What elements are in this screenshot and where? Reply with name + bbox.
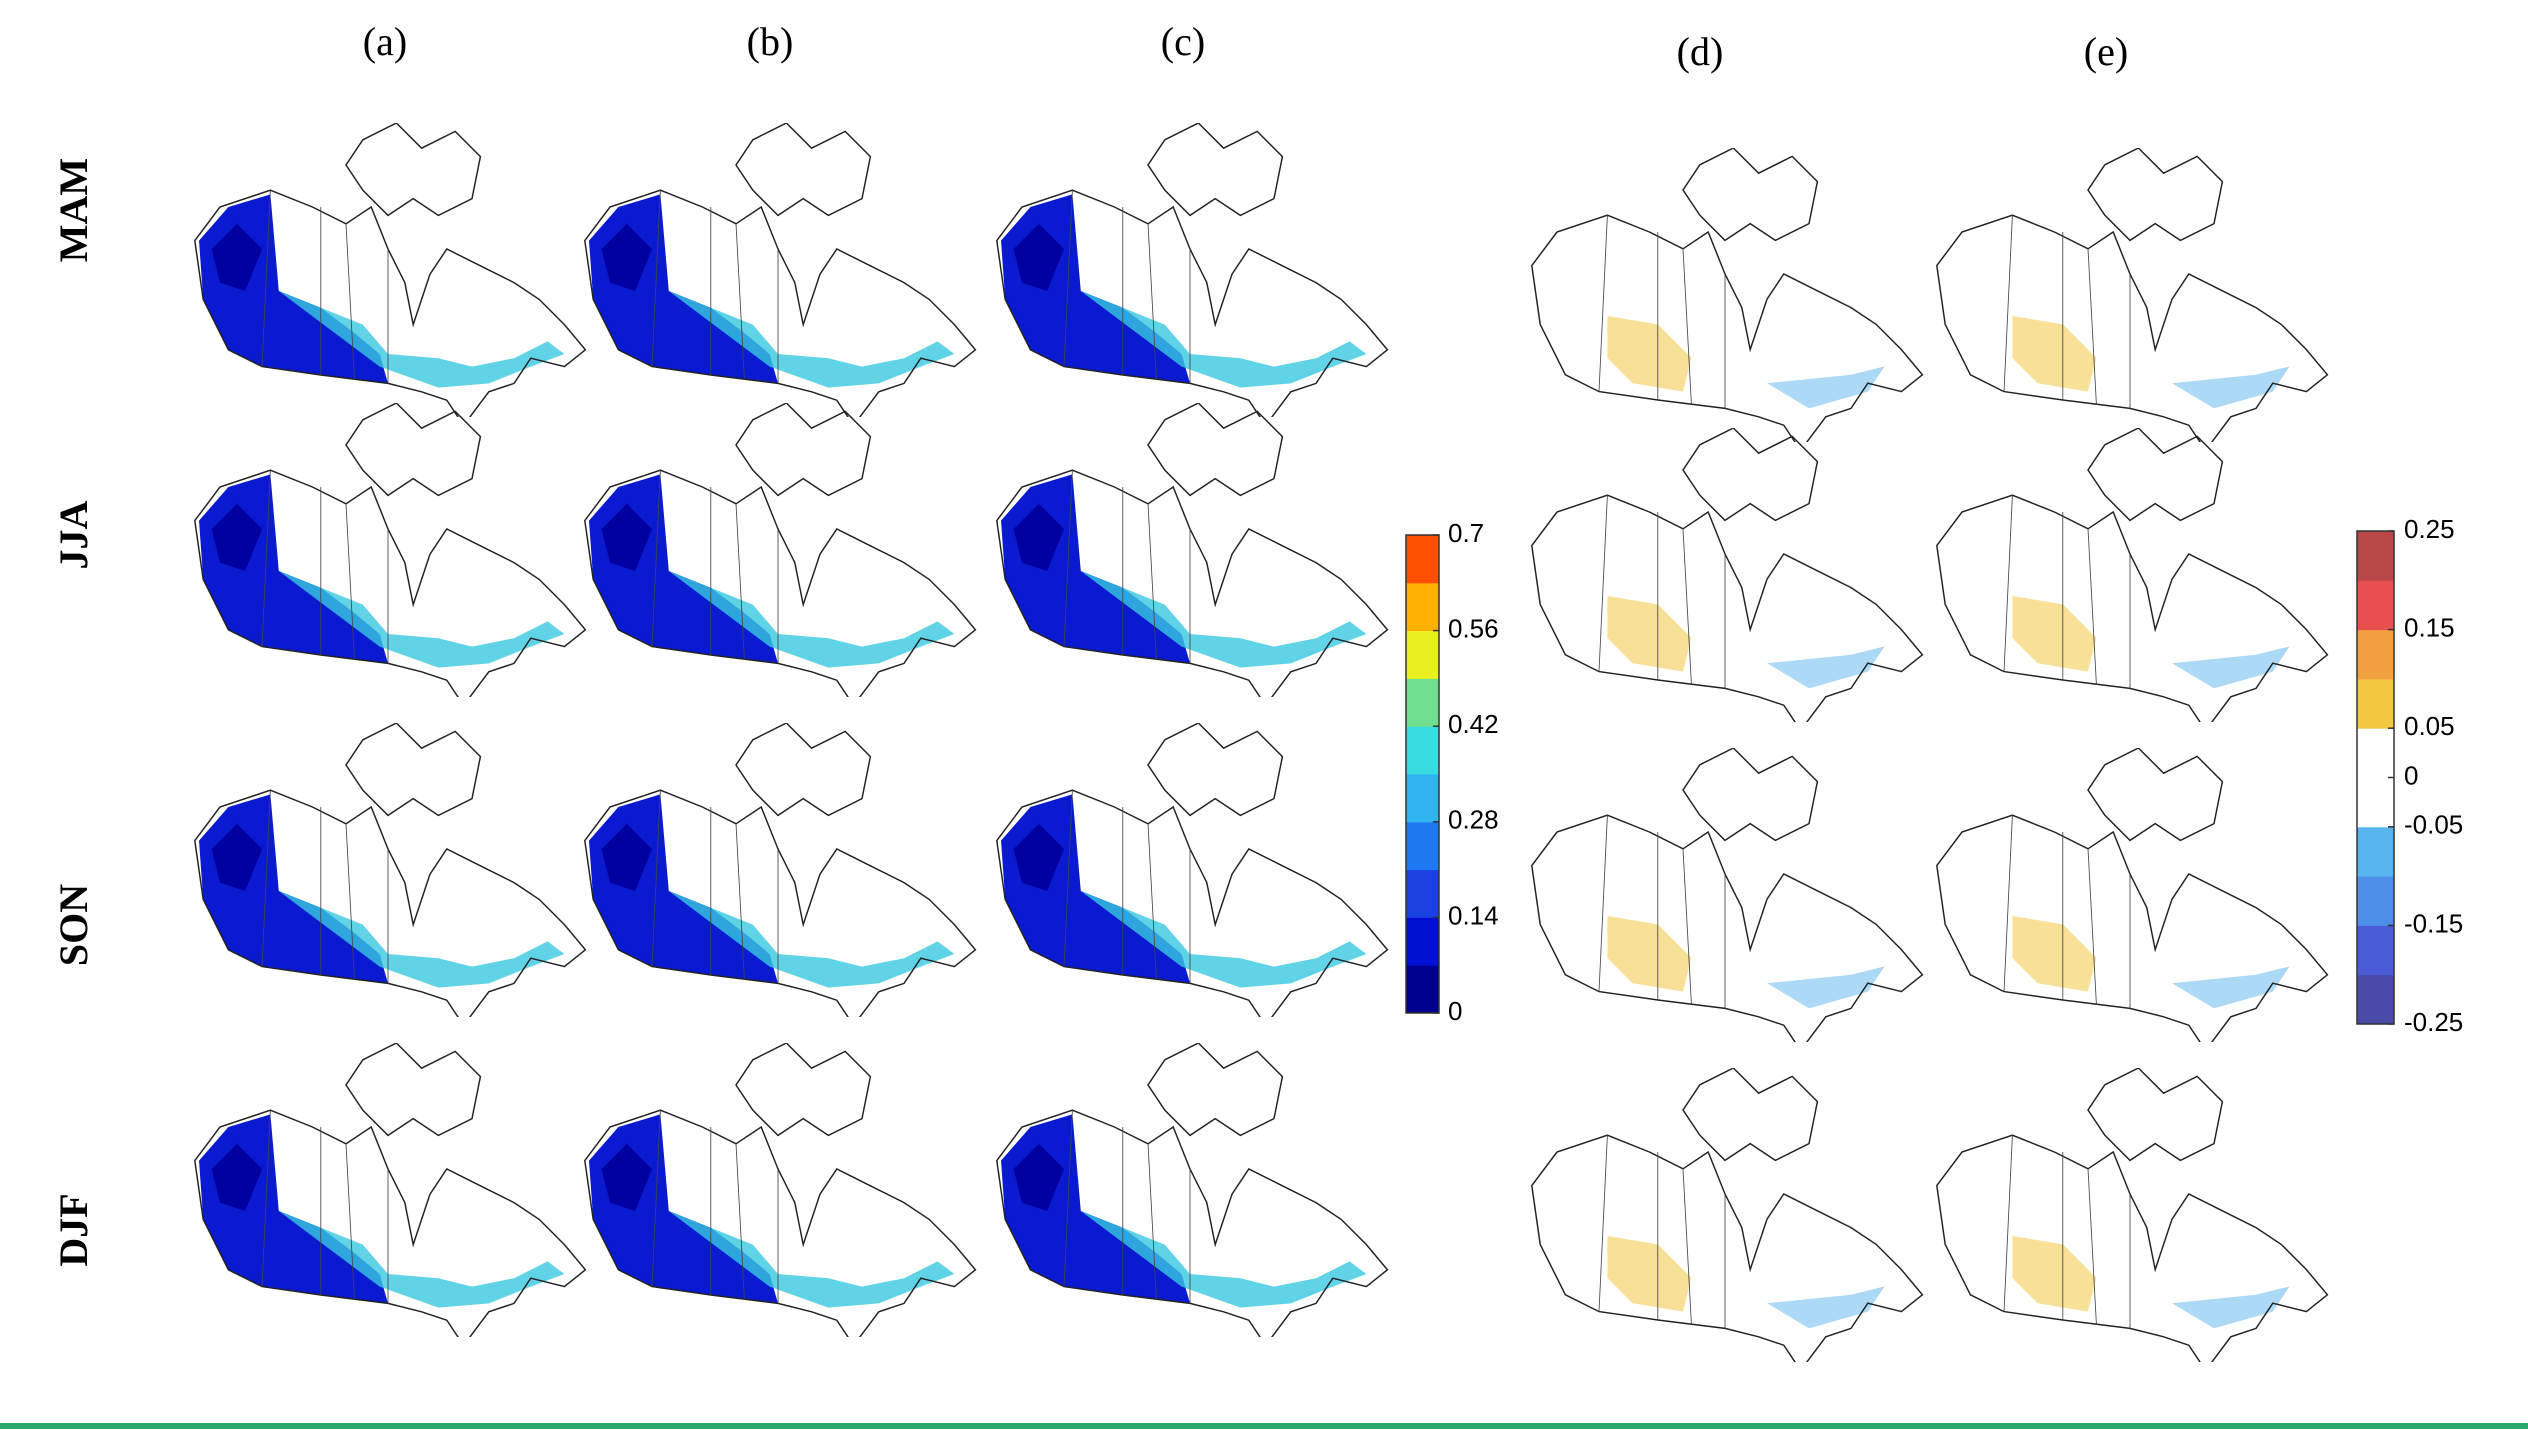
colorbar-segment xyxy=(2357,580,2394,631)
colorbar-segment xyxy=(1406,917,1439,966)
map-panel xyxy=(195,723,586,1025)
colorbar-segment xyxy=(1406,678,1439,727)
map-panel xyxy=(1532,1068,1923,1370)
colorbar-segment xyxy=(1406,965,1439,1014)
map-panel xyxy=(997,723,1388,1025)
colorbar-tick-label: 0.42 xyxy=(1448,709,1499,739)
colorbar-tick-label: 0 xyxy=(1448,996,1462,1026)
map-panel xyxy=(1937,1068,2328,1370)
colorbar-segment xyxy=(1406,821,1439,871)
colorbar-segment xyxy=(2357,777,2394,828)
colorbar-segment xyxy=(2357,629,2394,680)
colorbar-tick-label: 0.14 xyxy=(1448,900,1499,930)
colorbar-segment xyxy=(2357,728,2394,778)
colorbar-tick-label: -0.15 xyxy=(2404,908,2463,938)
colorbar-segment xyxy=(2357,826,2394,877)
column-label: (d) xyxy=(1677,29,1724,74)
colorbar-segment xyxy=(2357,531,2394,581)
map-panel xyxy=(1532,748,1923,1050)
colorbar-tick-label: 0.7 xyxy=(1448,518,1484,548)
colorbar-segment xyxy=(1406,535,1439,584)
map-panel xyxy=(585,1043,976,1345)
column-label: (b) xyxy=(747,19,794,64)
colorbar-segment xyxy=(2357,925,2394,976)
map-panel xyxy=(585,403,976,705)
colorbar-segment xyxy=(2357,678,2394,729)
map-panel xyxy=(1937,428,2328,730)
colorbar-tick-label: 0.15 xyxy=(2404,612,2455,642)
colorbar-segment xyxy=(1406,630,1439,679)
colorbar-segment xyxy=(2357,974,2394,1025)
row-label: SON xyxy=(51,884,96,966)
map-grid xyxy=(195,123,2328,1370)
map-panel xyxy=(585,723,976,1025)
colorbar-segment xyxy=(1406,726,1439,775)
colorbar-segment xyxy=(1406,582,1439,632)
colorbar-tick-label: 0.05 xyxy=(2404,711,2455,741)
colorbar-segment xyxy=(1406,774,1439,823)
column-label: (e) xyxy=(2084,29,2128,74)
column-label: (c) xyxy=(1161,19,1205,64)
map-panel xyxy=(1937,148,2328,450)
map-panel xyxy=(195,403,586,705)
row-label: MAM xyxy=(51,158,96,262)
colorbar-segment xyxy=(1406,869,1439,918)
colorbar-tick-label: 0.25 xyxy=(2404,514,2455,544)
row-label: JJA xyxy=(51,500,96,569)
row-label: DJF xyxy=(51,1193,96,1266)
colorbar-tick-label: 0.56 xyxy=(1448,613,1499,643)
map-panel xyxy=(195,123,586,425)
map-panel xyxy=(997,1043,1388,1345)
colorbar-segment xyxy=(2357,876,2394,926)
map-panel xyxy=(997,403,1388,705)
colorbar-frame xyxy=(1405,534,1440,1014)
map-panel xyxy=(997,123,1388,425)
colorbar-tick-label: 0.28 xyxy=(1448,805,1499,835)
column-label: (a) xyxy=(363,19,407,64)
map-panel xyxy=(195,1043,586,1345)
colorbar-tick-label: -0.05 xyxy=(2404,810,2463,840)
colorbar-tick-label: -0.25 xyxy=(2404,1007,2463,1037)
map-panel xyxy=(1937,748,2328,1050)
map-panel xyxy=(1532,148,1923,450)
map-panel xyxy=(585,123,976,425)
colorbar-tick-label: 0 xyxy=(2404,760,2418,790)
map-panel xyxy=(1532,428,1923,730)
